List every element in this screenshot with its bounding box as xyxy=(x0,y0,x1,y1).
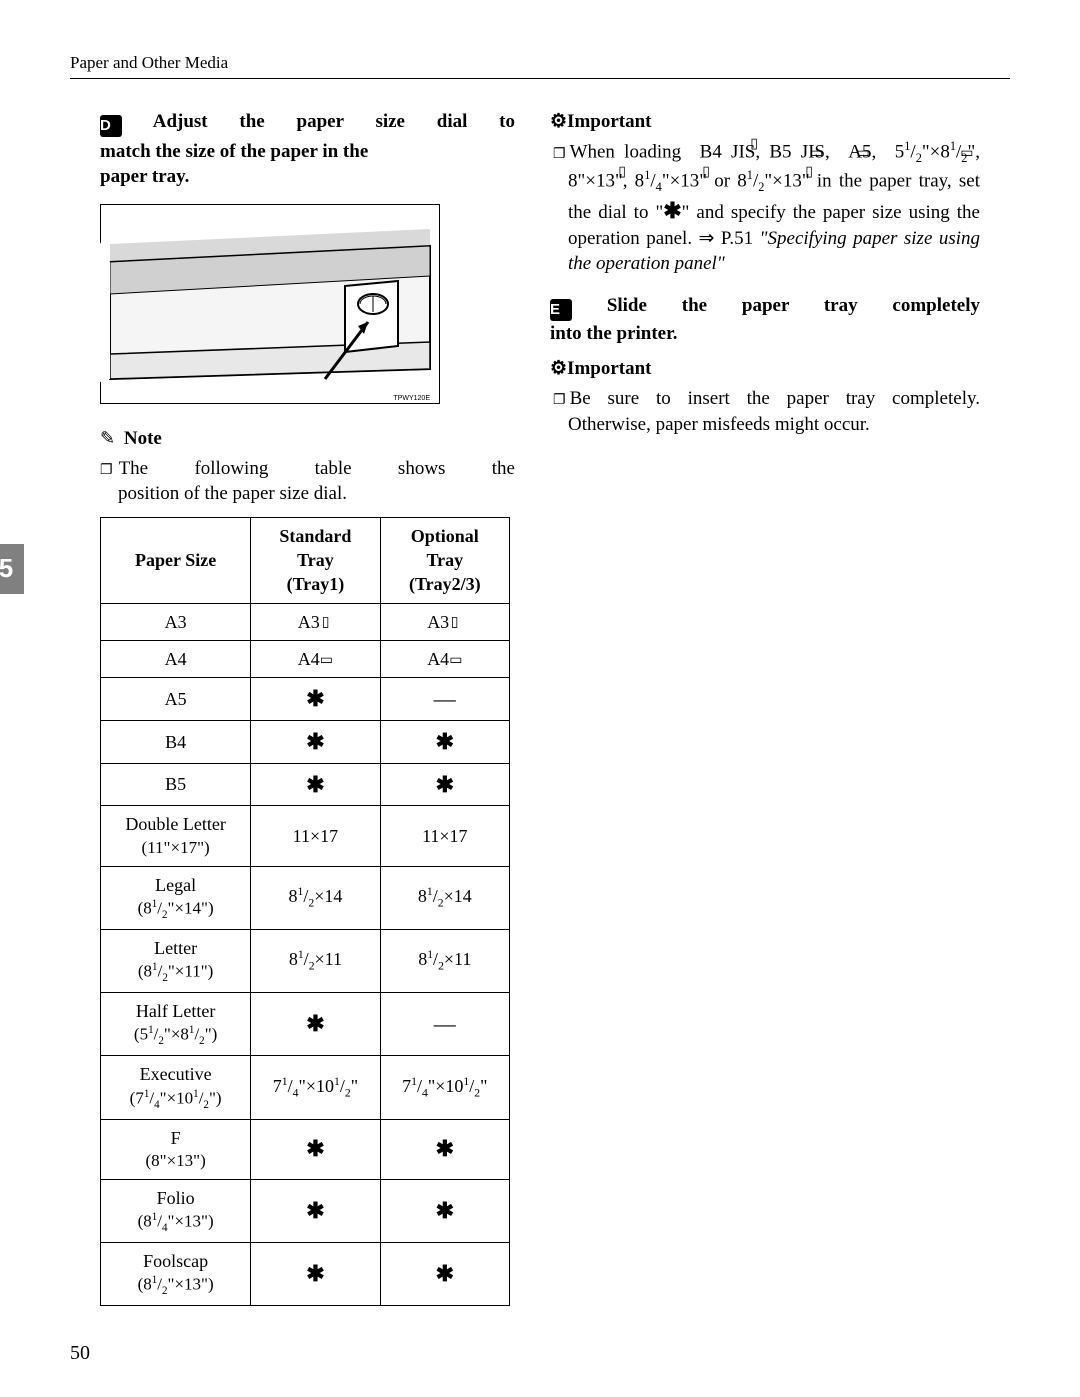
table-row: Foolscap(81/2"×13")✱✱ xyxy=(101,1243,510,1306)
table-row: A4A4▭A4▭ xyxy=(101,641,510,678)
table-row: Legal(81/2"×14")81/2×1481/2×14 xyxy=(101,866,510,929)
paper-tray-illustration: TPWY120E xyxy=(100,204,440,404)
header-text: Paper and Other Media xyxy=(70,53,228,72)
step-4-block: D Adjust the paper size dial to match th… xyxy=(100,109,515,190)
step-5-number-icon: E xyxy=(550,299,572,321)
step-5-block: E Slide the paper tray completely into t… xyxy=(550,293,980,347)
note-body: ❐The following table shows the position … xyxy=(100,456,515,507)
left-column: 5 D Adjust the paper size dial to match … xyxy=(70,109,515,1307)
table-body: A3A3▭A3▭A4A4▭A4▭A5✱—B4✱✱B5✱✱Double Lette… xyxy=(101,603,510,1306)
page-number: 50 xyxy=(70,1340,90,1367)
bullet-icon: ❐ xyxy=(553,393,566,408)
figure-code: TPWY120E xyxy=(393,395,430,402)
table-row: A3A3▭A3▭ xyxy=(101,603,510,640)
table-row: Executive(71/4"×101/2")71/4"×101/2"71/4"… xyxy=(101,1056,510,1119)
important-body-2: ❐Be sure to insert the paper tray comple… xyxy=(568,386,980,437)
step-4-number-icon: D xyxy=(100,115,122,137)
th-paper-size: Paper Size xyxy=(101,517,251,603)
bullet-icon: ❐ xyxy=(553,147,566,162)
running-header: Paper and Other Media xyxy=(70,50,1010,79)
step4-line1: D Adjust the paper size dial to xyxy=(100,109,515,137)
note-label: Note xyxy=(124,428,162,449)
paper-size-table: Paper Size Standard Tray (Tray1) Optiona… xyxy=(100,517,510,1307)
important-header-1: ⚙Important xyxy=(550,109,980,135)
bullet-icon: ❐ xyxy=(100,463,113,478)
important-body-1: ❐When loading B4 JIS▭, B5 JIS▭, A5▭, 51/… xyxy=(568,138,980,277)
table-row: F(8"×13")✱✱ xyxy=(101,1119,510,1179)
table-row: Letter(81/2"×11")81/2×1181/2×11 xyxy=(101,929,510,992)
table-row: Half Letter(51/2"×81/2")✱— xyxy=(101,993,510,1056)
table-row: Folio(81/4"×13")✱✱ xyxy=(101,1179,510,1242)
note-header: ✎ Note xyxy=(100,426,515,452)
th-optional-tray: Optional Tray (Tray2/3) xyxy=(380,517,509,603)
gear-icon: ⚙ xyxy=(550,111,567,132)
table-row: B4✱✱ xyxy=(101,721,510,764)
th-standard-tray: Standard Tray (Tray1) xyxy=(251,517,380,603)
chapter-side-tab: 5 xyxy=(0,544,24,594)
step4-line3: paper tray. xyxy=(100,164,515,190)
table-row: B5✱✱ xyxy=(101,763,510,806)
step4-line2: match the size of the paper in the xyxy=(100,139,515,165)
pencil-icon: ✎ xyxy=(100,428,115,448)
two-column-layout: 5 D Adjust the paper size dial to match … xyxy=(70,109,1010,1307)
important-header-2: ⚙Important xyxy=(550,356,980,382)
gear-icon: ⚙ xyxy=(550,358,567,379)
table-row: Double Letter(11"×17")11×1711×17 xyxy=(101,806,510,866)
table-row: A5✱— xyxy=(101,678,510,721)
right-column: ⚙Important ❐When loading B4 JIS▭, B5 JIS… xyxy=(550,109,980,1307)
